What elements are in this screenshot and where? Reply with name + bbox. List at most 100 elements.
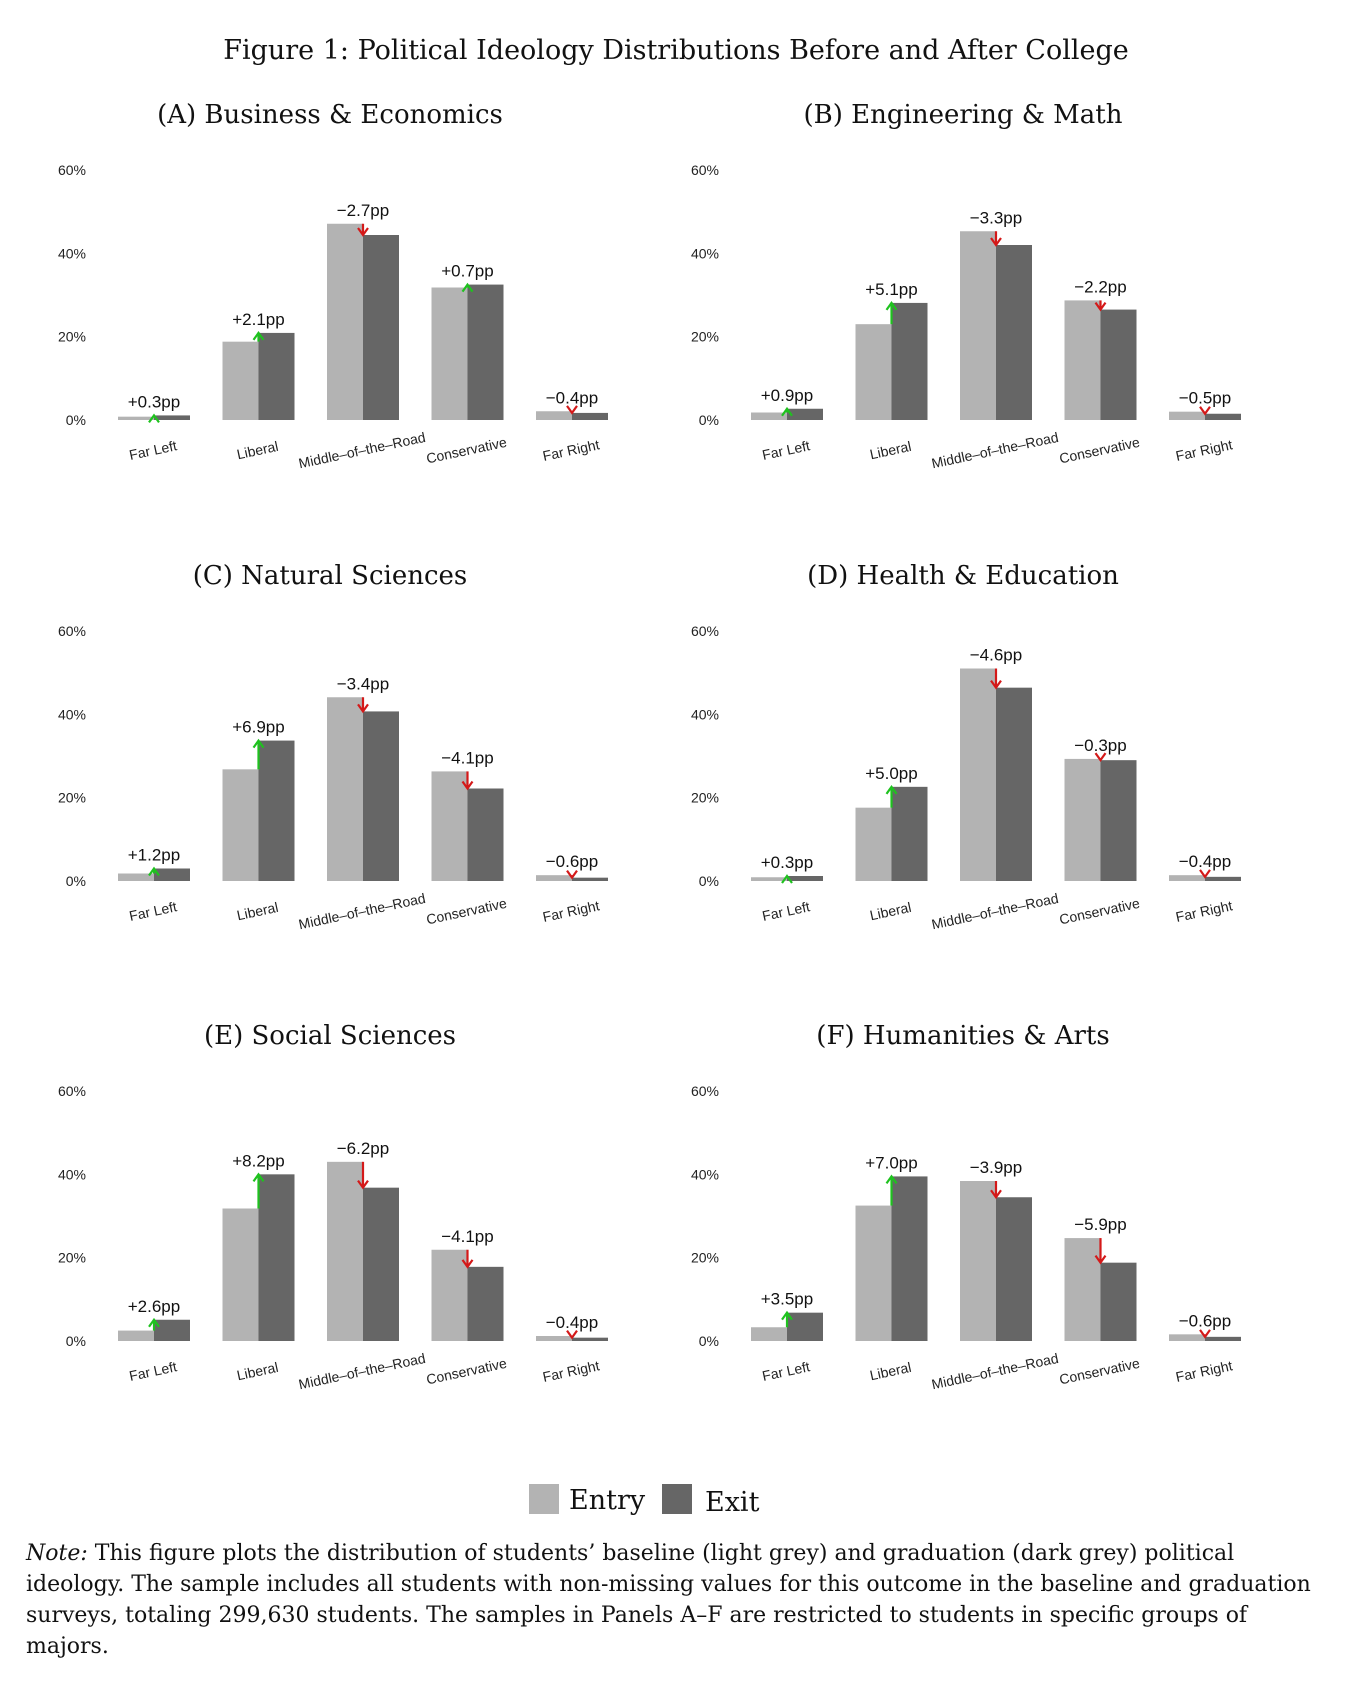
exit-bar <box>891 302 928 420</box>
y-tick-label: 60% <box>58 623 86 639</box>
figure-canvas: Figure 1: Political Ideology Distributio… <box>58 35 1241 1518</box>
entry-bar <box>222 341 259 420</box>
chart-panel: (D) Health & Education 0% 20% 40% 60% +0.3pp F… <box>691 561 1241 932</box>
change-label: +0.3pp <box>761 853 813 872</box>
change-label: −5.9pp <box>1074 1215 1126 1234</box>
panel-title: (C) Natural Sciences <box>193 561 468 591</box>
change-arrowhead <box>566 870 578 880</box>
y-tick-label: 20% <box>58 329 86 345</box>
change-label: +2.6pp <box>128 1297 180 1316</box>
entry-bar <box>118 416 154 420</box>
y-tick-label: 60% <box>691 623 719 639</box>
change-label: −0.6pp <box>546 852 598 871</box>
change-arrowhead <box>1094 1255 1107 1265</box>
entry-bar <box>222 1208 259 1341</box>
x-tick-conservative: Conservative <box>1058 895 1141 928</box>
change-label: −4.6pp <box>970 646 1022 665</box>
exit-bar <box>363 1187 399 1341</box>
change-label: −0.4pp <box>546 1313 598 1332</box>
exit-bar <box>363 711 399 881</box>
y-tick-label: 0% <box>699 412 719 428</box>
change-arrowhead <box>885 784 898 795</box>
legend-entry-swatch <box>529 1484 559 1514</box>
change-arrowhead <box>252 1172 265 1182</box>
x-tick-far-left: Far Left <box>761 898 812 924</box>
change-arrowhead <box>357 227 369 237</box>
change-arrowhead <box>461 780 474 791</box>
change-label: −3.9pp <box>970 1158 1022 1177</box>
y-tick-label: 20% <box>58 790 86 806</box>
panels-group: (A) Business & Economics 0% 20% 40% 60% +0.3p… <box>58 100 1241 1392</box>
entry-bar <box>222 769 259 881</box>
exit-bar <box>467 284 504 420</box>
panel-title: (D) Health & Education <box>807 561 1119 591</box>
y-tick-label: 60% <box>691 162 719 178</box>
y-tick-label: 0% <box>699 873 719 889</box>
change-label: −4.1pp <box>441 1227 493 1246</box>
x-tick-far-right: Far Right <box>1174 436 1234 464</box>
y-tick-label: 40% <box>691 1166 719 1182</box>
x-tick-far-right: Far Right <box>541 1357 601 1385</box>
change-arrowhead <box>566 405 578 415</box>
y-tick-label: 60% <box>691 1083 719 1099</box>
exit-bar <box>787 1312 823 1341</box>
x-tick-conservative: Conservative <box>425 1355 508 1388</box>
exit-bar <box>467 788 504 881</box>
x-tick-far-left: Far Left <box>128 1358 179 1384</box>
chart-panel: (C) Natural Sciences 0% 20% 40% 60% +1.2pp Far… <box>58 561 608 932</box>
exit-bar <box>572 877 608 881</box>
entry-bar <box>960 1181 996 1341</box>
change-arrowhead <box>148 866 160 877</box>
entry-bar <box>431 771 468 881</box>
x-tick-conservative: Conservative <box>1058 434 1141 467</box>
entry-bar <box>327 223 363 420</box>
x-tick-far-right: Far Right <box>541 436 601 464</box>
y-tick-label: 0% <box>699 1333 719 1349</box>
y-tick-label: 0% <box>66 412 86 428</box>
x-tick-middle-of-the-road: Middle–of–the–Road <box>297 1350 427 1393</box>
change-arrowhead <box>990 1189 1002 1200</box>
exit-bar <box>258 332 295 420</box>
change-label: −4.1pp <box>441 748 493 767</box>
y-tick-label: 20% <box>691 329 719 345</box>
x-tick-middle-of-the-road: Middle–of–the–Road <box>930 429 1060 472</box>
change-label: +7.0pp <box>865 1153 917 1172</box>
x-tick-conservative: Conservative <box>425 895 508 928</box>
legend: Entry Exit <box>529 1484 760 1518</box>
change-arrowhead <box>1199 869 1211 879</box>
exit-bar <box>258 740 295 881</box>
entry-bar <box>1169 1334 1205 1341</box>
y-tick-label: 40% <box>58 706 86 722</box>
change-arrowhead <box>1094 301 1107 312</box>
change-arrowhead <box>357 703 369 714</box>
figure-note: Note: This figure plots the distribution… <box>26 1538 1326 1662</box>
entry-bar <box>1064 758 1101 881</box>
x-tick-liberal: Liberal <box>868 1359 912 1383</box>
exit-bar <box>1205 876 1241 881</box>
panel-title: (A) Business & Economics <box>157 100 503 130</box>
x-tick-far-left: Far Left <box>128 437 179 463</box>
change-label: −3.3pp <box>970 208 1022 227</box>
x-tick-conservative: Conservative <box>425 434 508 467</box>
change-arrowhead <box>148 413 160 424</box>
exit-bar <box>1100 309 1137 420</box>
change-label: +5.0pp <box>865 764 917 783</box>
exit-bar <box>1100 1262 1137 1341</box>
y-tick-label: 20% <box>58 1250 86 1266</box>
entry-bar <box>118 873 154 881</box>
legend-exit-label: Exit <box>705 1487 760 1518</box>
exit-bar <box>787 876 823 881</box>
figure-title: Figure 1: Political Ideology Distributio… <box>223 35 1129 66</box>
x-tick-middle-of-the-road: Middle–of–the–Road <box>930 890 1060 933</box>
panel-title: (E) Social Sciences <box>204 1021 456 1051</box>
y-tick-label: 20% <box>691 1250 719 1266</box>
exit-bar <box>572 1337 608 1341</box>
entry-bar <box>751 877 787 881</box>
entry-bar <box>431 287 468 420</box>
change-arrowhead <box>885 1174 898 1185</box>
entry-bar <box>327 1161 363 1341</box>
y-tick-label: 40% <box>58 1166 86 1182</box>
entry-bar <box>536 411 572 420</box>
change-arrowhead <box>148 1317 160 1328</box>
change-arrowhead <box>1199 1329 1211 1339</box>
